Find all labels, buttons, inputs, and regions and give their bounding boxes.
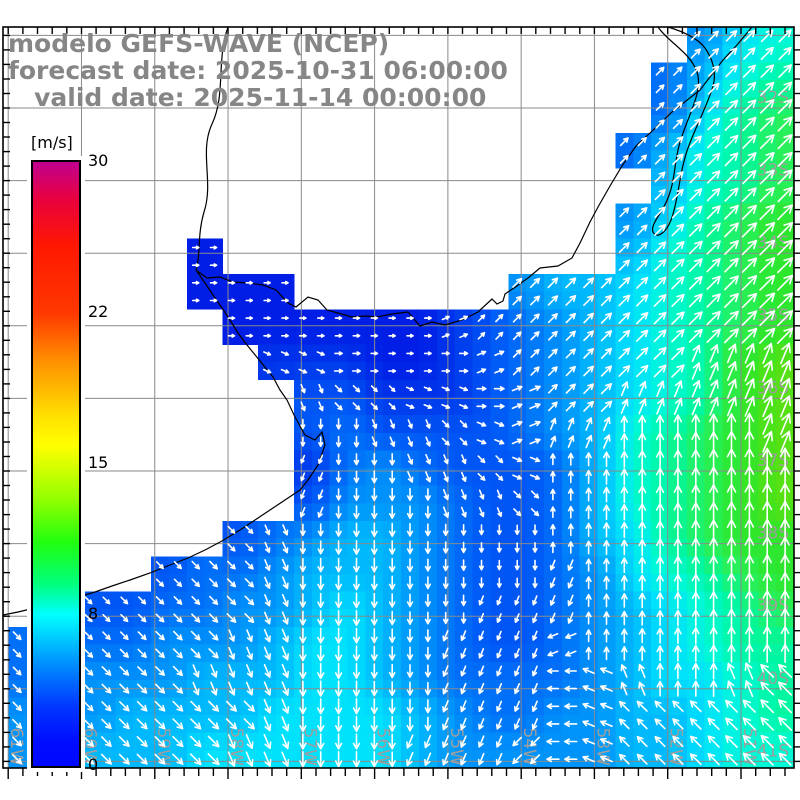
lat-lon-gridlines xyxy=(3,27,794,768)
lat-label: 36S xyxy=(757,378,789,398)
lagoon-path xyxy=(651,26,716,236)
colorbar-unit-label: [m/s] xyxy=(31,133,73,152)
lon-label: 57W xyxy=(299,728,319,767)
forecast-date: forecast date: 2025-10-31 06:00:00 xyxy=(8,56,508,85)
lon-label: 55W xyxy=(446,728,466,767)
colorbar-tick-label: 22 xyxy=(88,302,109,321)
valid-date: valid date: 2025-11-14 00:00:00 xyxy=(8,83,487,112)
axis-labels: 61W 60W 59W 58W 57W 56W 55W 54W 53W 52W 51W32S33S3… xyxy=(6,88,789,766)
model-title: modelo GEFS-WAVE (NCEP) xyxy=(8,29,390,58)
map-title-block: modelo GEFS-WAVE (NCEP) forecast date: 20… xyxy=(8,30,508,111)
lat-label: 39S xyxy=(757,596,789,616)
coastline xyxy=(2,26,753,616)
colorbar-tick-label: 8 xyxy=(88,604,99,623)
lon-label: 61W xyxy=(6,728,26,767)
lon-label: 52W xyxy=(666,728,686,767)
river-path xyxy=(195,26,229,271)
lon-label: 59W xyxy=(153,728,173,767)
lon-label: 56W xyxy=(373,728,393,767)
plot-frame xyxy=(2,26,795,769)
colorbar-tick-label: 15 xyxy=(88,453,109,472)
coastline-path xyxy=(2,26,753,616)
lon-label: 53W xyxy=(592,728,612,767)
lon-label: 58W xyxy=(226,728,246,767)
axis-ticks xyxy=(3,27,800,779)
colorbar xyxy=(31,160,81,768)
colorbar-tick-label: 30 xyxy=(88,151,109,170)
lon-label: 54W xyxy=(519,728,539,767)
lat-label: 38S xyxy=(757,524,789,544)
colorbar-tick-label: 0 xyxy=(88,755,99,774)
